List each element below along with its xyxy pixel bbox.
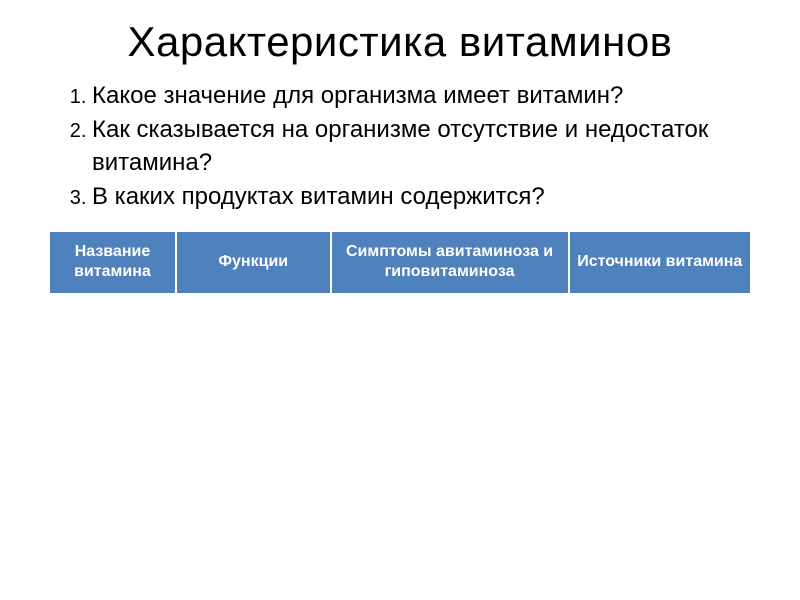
- page-title: Характеристика витаминов: [48, 18, 752, 66]
- col-header-symptoms: Симптомы авитаминоза и гиповитаминоза: [332, 232, 568, 294]
- table-row: [50, 293, 750, 375]
- col-header-functions: Функции: [177, 232, 330, 294]
- question-item: В каких продуктах витамин содержится?: [92, 181, 752, 213]
- vitamin-table: Название витамина Функции Симптомы авита…: [48, 232, 752, 376]
- question-list: Какое значение для организма имеет витам…: [48, 80, 752, 214]
- col-header-name: Название витамина: [50, 232, 175, 294]
- table-header-row: Название витамина Функции Симптомы авита…: [50, 232, 750, 294]
- cell-sources: [570, 293, 750, 375]
- cell-name: [50, 293, 175, 375]
- cell-functions: [177, 293, 330, 375]
- slide: Характеристика витаминов Какое значение …: [0, 0, 800, 600]
- col-header-sources: Источники витамина: [570, 232, 750, 294]
- question-item: Какое значение для организма имеет витам…: [92, 80, 752, 112]
- question-item: Как сказывается на организме отсутствие …: [92, 114, 752, 179]
- cell-symptoms: [332, 293, 568, 375]
